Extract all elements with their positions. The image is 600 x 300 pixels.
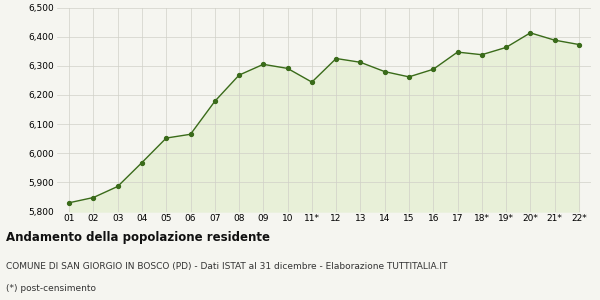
Text: Andamento della popolazione residente: Andamento della popolazione residente — [6, 232, 270, 244]
Text: COMUNE DI SAN GIORGIO IN BOSCO (PD) - Dati ISTAT al 31 dicembre - Elaborazione T: COMUNE DI SAN GIORGIO IN BOSCO (PD) - Da… — [6, 262, 448, 271]
Text: (*) post-censimento: (*) post-censimento — [6, 284, 96, 293]
